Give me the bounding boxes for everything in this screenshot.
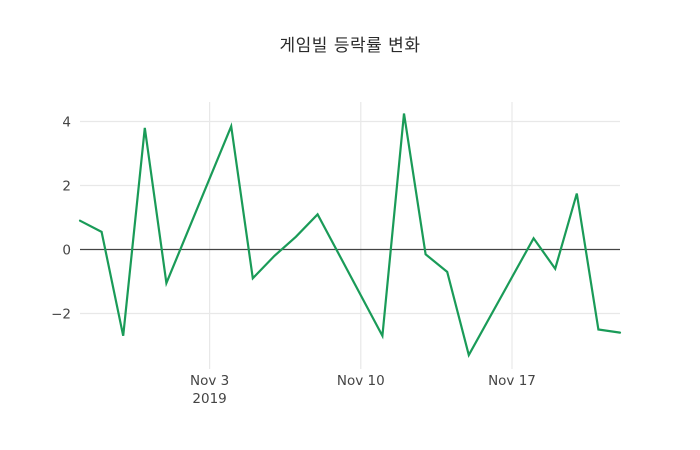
x-tick-year-label: 2019 (192, 391, 226, 407)
x-tick-label: Nov 10 (337, 373, 385, 389)
chart-title: 게임빌 등락률 변화 (279, 36, 421, 56)
series-line (78, 113, 622, 358)
y-tick-label: 0 (62, 243, 71, 259)
x-tick-label: Nov 3 (190, 373, 229, 389)
x-tick-label: Nov 17 (488, 373, 536, 389)
y-tick-label: 2 (62, 179, 71, 195)
y-tick-label: 4 (62, 115, 71, 131)
y-tick-label: −2 (51, 307, 71, 323)
